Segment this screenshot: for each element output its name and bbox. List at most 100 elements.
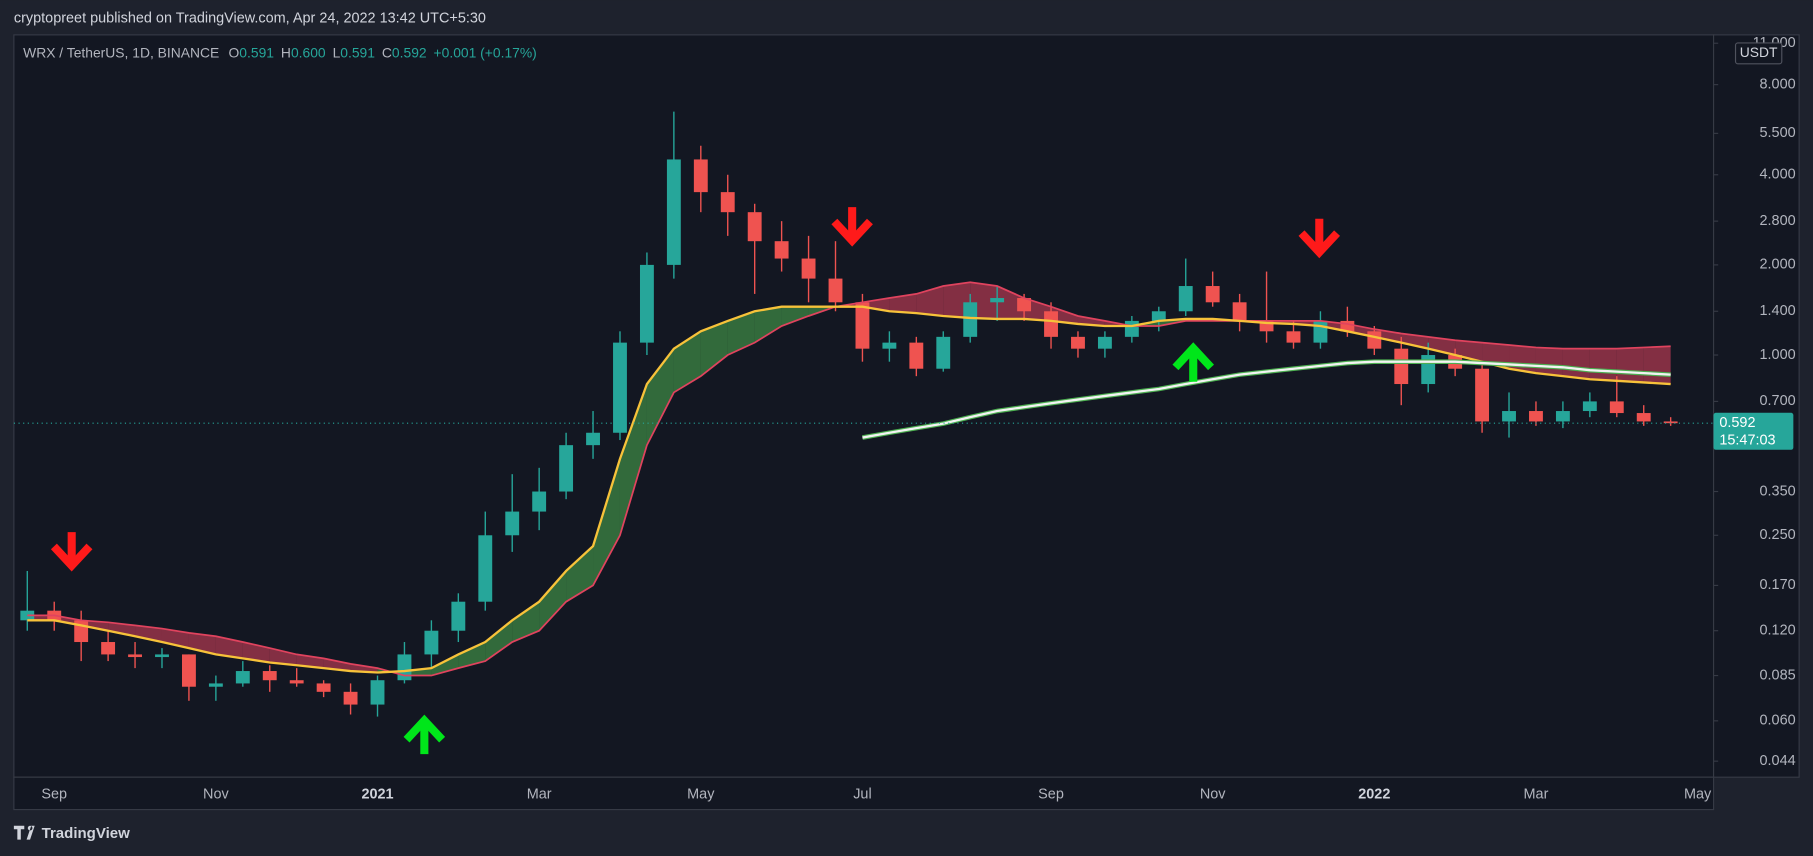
change: +0.001 (+0.17%)	[434, 44, 537, 60]
candle-body	[1582, 401, 1597, 412]
arrow-head	[50, 543, 93, 572]
candle-body	[532, 491, 547, 512]
x-tick-label: May	[1684, 786, 1712, 802]
cloud-fill	[1562, 348, 1590, 380]
y-tick-label: 8.000	[1760, 76, 1796, 92]
candle-body	[1340, 320, 1355, 332]
candle-body	[747, 212, 762, 242]
candle-body	[774, 241, 789, 259]
candle-body	[1071, 336, 1085, 349]
y-tick-label: 5.500	[1760, 125, 1796, 141]
cloud-fill	[135, 625, 162, 643]
arrow-head	[403, 714, 446, 743]
candle-body	[128, 654, 142, 658]
cloud-fill	[889, 293, 917, 314]
candle-body	[1232, 302, 1247, 321]
candle-body	[505, 511, 520, 536]
candle-body	[613, 342, 627, 433]
candle-body	[855, 302, 870, 349]
footer-brand: TradingView	[42, 825, 130, 842]
cloud-fill	[781, 306, 809, 327]
price-axis	[1712, 34, 1800, 778]
cloud-fill	[539, 570, 567, 631]
x-tick-label: Nov	[1200, 786, 1226, 802]
cloud-fill	[593, 458, 620, 586]
candle-body	[1394, 348, 1409, 385]
cloud-fill	[458, 642, 486, 669]
time-axis	[13, 776, 1715, 811]
candle-body	[720, 192, 735, 213]
candle-body	[343, 691, 358, 705]
arrow-head	[831, 218, 873, 247]
candle-body	[370, 680, 385, 705]
cloud-fill	[673, 331, 701, 393]
candle-body	[1475, 368, 1490, 422]
legend-key: C	[382, 44, 392, 60]
y-tick-label: 0.250	[1760, 527, 1796, 543]
candle-body	[1313, 320, 1328, 343]
down-arrow	[1298, 218, 1341, 259]
candle-body	[909, 342, 924, 369]
currency-box	[1734, 42, 1783, 65]
cloud-fill	[485, 620, 513, 662]
candle-body	[666, 159, 681, 265]
candle-body	[990, 298, 1005, 303]
cloud-fill	[431, 654, 459, 676]
legend-key: L	[333, 44, 341, 60]
candle-body	[1017, 298, 1032, 312]
candle-body	[1421, 355, 1436, 385]
last-price-label: 0.592	[1719, 415, 1755, 431]
x-tick-label: Sep	[41, 786, 67, 802]
cloud-fill	[700, 320, 728, 377]
cloud-fill	[916, 286, 944, 316]
symbol: WRX / TetherUS, 1D, BINANCE	[23, 44, 219, 60]
y-tick-label: 0.700	[1760, 393, 1796, 409]
candle-body	[1663, 421, 1678, 424]
legend: WRX / TetherUS, 1D, BINANCE O 0.591 H0.600 L…	[23, 44, 537, 60]
candle-body	[639, 264, 654, 343]
candle-body	[1044, 311, 1058, 337]
y-tick-label: 1.000	[1760, 347, 1796, 363]
cloud-fill	[1589, 348, 1617, 381]
x-tick-label: Mar	[1524, 786, 1549, 802]
candle-body	[262, 671, 277, 681]
y-tick-label: 2.000	[1760, 257, 1796, 273]
legend-key: O	[229, 44, 240, 60]
last-price-box	[1713, 412, 1794, 450]
up-arrow	[403, 714, 446, 755]
candle-body	[289, 680, 304, 684]
byline: cryptopreet published on TradingView.com…	[14, 11, 486, 27]
x-tick-label: Jul	[853, 786, 871, 802]
candle-body	[963, 302, 978, 337]
cloud-fill	[566, 546, 594, 602]
candle-body	[1151, 311, 1166, 321]
x-tick-label: 2022	[1358, 786, 1390, 802]
candle-body	[1124, 320, 1139, 337]
candle-body	[1529, 411, 1543, 422]
candle-body	[1259, 320, 1274, 332]
y-tick-label: 0.350	[1760, 483, 1796, 499]
y-tick-label: 4.000	[1760, 167, 1796, 183]
footer-logo	[13, 825, 35, 840]
moving-average	[862, 360, 1671, 439]
candle-body	[586, 432, 600, 446]
x-tick-label: 2021	[361, 786, 393, 802]
cloud-fill	[1428, 336, 1456, 356]
candle-body	[478, 535, 493, 602]
down-arrow	[831, 207, 873, 247]
candle-body	[1636, 413, 1651, 422]
candle-body	[181, 654, 196, 687]
legend-value: 0.600	[291, 44, 326, 60]
y-tick-label: 0.060	[1760, 713, 1796, 729]
cloud-fill	[754, 306, 782, 343]
legend-value: 0.591	[340, 44, 375, 60]
legend-key: H	[281, 44, 291, 60]
candle-body	[155, 654, 169, 658]
y-tick-label: 0.120	[1760, 623, 1796, 639]
candle-body	[101, 642, 116, 655]
candle-body	[1367, 331, 1382, 349]
cloud-fill	[646, 348, 674, 446]
candle-body	[801, 258, 816, 279]
cloud-fill	[512, 601, 540, 643]
